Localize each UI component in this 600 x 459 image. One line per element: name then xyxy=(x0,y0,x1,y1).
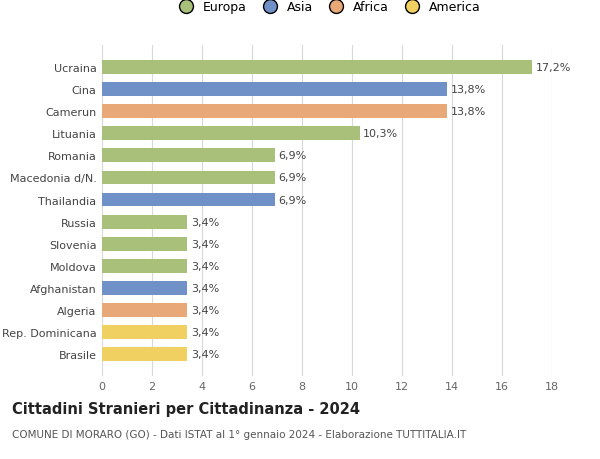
Text: 13,8%: 13,8% xyxy=(451,107,486,117)
Text: 3,4%: 3,4% xyxy=(191,217,219,227)
Text: 3,4%: 3,4% xyxy=(191,239,219,249)
Bar xyxy=(102,281,187,295)
Text: 3,4%: 3,4% xyxy=(191,350,219,359)
Text: 6,9%: 6,9% xyxy=(278,195,307,205)
Bar xyxy=(102,83,447,97)
Bar xyxy=(102,149,275,163)
Text: 10,3%: 10,3% xyxy=(363,129,398,139)
Text: Cittadini Stranieri per Cittadinanza - 2024: Cittadini Stranieri per Cittadinanza - 2… xyxy=(12,402,360,417)
Bar xyxy=(102,303,187,317)
Text: 6,9%: 6,9% xyxy=(278,151,307,161)
Text: 3,4%: 3,4% xyxy=(191,327,219,337)
Bar xyxy=(102,215,187,229)
Text: 3,4%: 3,4% xyxy=(191,283,219,293)
Bar xyxy=(102,127,359,141)
Bar xyxy=(102,193,275,207)
Text: 3,4%: 3,4% xyxy=(191,261,219,271)
Text: 17,2%: 17,2% xyxy=(536,63,571,73)
Bar xyxy=(102,325,187,339)
Text: 6,9%: 6,9% xyxy=(278,173,307,183)
Bar xyxy=(102,61,532,75)
Text: 3,4%: 3,4% xyxy=(191,305,219,315)
Bar xyxy=(102,259,187,273)
Bar xyxy=(102,347,187,361)
Legend: Europa, Asia, Africa, America: Europa, Asia, Africa, America xyxy=(173,1,481,14)
Bar xyxy=(102,237,187,251)
Bar xyxy=(102,105,447,119)
Text: COMUNE DI MORARO (GO) - Dati ISTAT al 1° gennaio 2024 - Elaborazione TUTTITALIA.: COMUNE DI MORARO (GO) - Dati ISTAT al 1°… xyxy=(12,429,466,439)
Text: 13,8%: 13,8% xyxy=(451,85,486,95)
Bar xyxy=(102,171,275,185)
